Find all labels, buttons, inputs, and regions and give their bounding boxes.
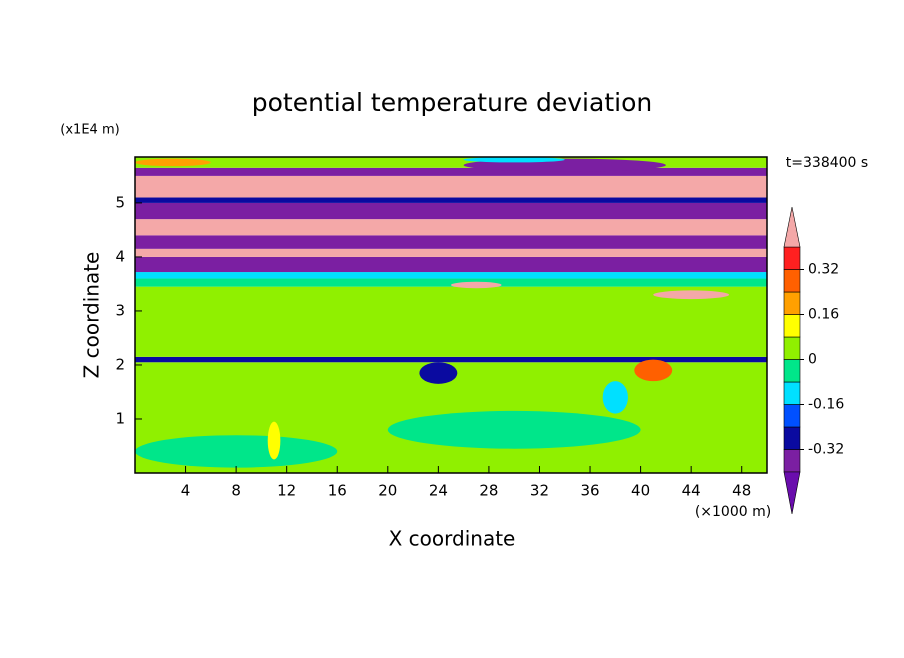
contour-blob	[135, 158, 211, 167]
contour-blob	[602, 381, 628, 414]
contour-band	[135, 356, 767, 363]
x-tick-label: 20	[378, 482, 397, 500]
colorbar-tick-label: 0.16	[808, 307, 839, 323]
contour-band	[135, 256, 767, 273]
y-tick-label: 5	[115, 193, 125, 211]
contour-blob	[451, 281, 502, 289]
contour-blob	[634, 359, 673, 382]
time-label: t=338400 s	[786, 155, 868, 171]
colorbar-box	[783, 404, 801, 428]
y-tick-label: 3	[115, 301, 125, 319]
colorbar-box	[783, 246, 801, 270]
contour-blob	[135, 435, 338, 468]
contour-band	[135, 235, 767, 249]
x-tick-label: 48	[732, 482, 751, 500]
plot-frame	[134, 156, 768, 474]
contour-blob	[463, 157, 565, 163]
x-tick-label: 36	[580, 482, 599, 500]
x-tick-label: 40	[631, 482, 650, 500]
x-tick-label: 24	[429, 482, 448, 500]
x-unit: (×1000 m)	[695, 504, 771, 520]
colorbar-extend-bottom	[783, 471, 801, 515]
colorbar-box	[783, 269, 801, 293]
colorbar-box	[783, 291, 801, 315]
y-tick-label: 1	[115, 409, 125, 427]
colorbar-extend-top	[783, 206, 801, 248]
contour-band	[135, 197, 767, 203]
x-tick-label: 28	[479, 482, 498, 500]
x-tick-label: 32	[530, 482, 549, 500]
colorbar-tick-label: 0	[808, 352, 817, 368]
x-tick-label: 16	[328, 482, 347, 500]
y-tick-label: 2	[115, 355, 125, 373]
colorbar-tick-label: -0.32	[808, 442, 844, 458]
y-axis-label: Z coordinate	[80, 252, 104, 379]
field	[135, 157, 767, 473]
contour-band	[135, 248, 767, 257]
contour-band	[135, 202, 767, 220]
x-tick-label: 12	[277, 482, 296, 500]
colorbar-box	[783, 426, 801, 450]
contour-band	[135, 167, 767, 176]
colorbar-box	[783, 449, 801, 473]
y-tick-label: 4	[115, 247, 125, 265]
colorbar-tick-label: 0.32	[808, 262, 839, 278]
contour-blob	[419, 362, 458, 384]
contour-blob	[267, 421, 281, 460]
colorbar-box	[783, 359, 801, 383]
contour-band	[135, 175, 767, 198]
contour-blob	[653, 290, 730, 300]
chart-title: potential temperature deviation	[252, 88, 652, 117]
x-tick-label: 44	[682, 482, 701, 500]
colorbar-box	[783, 336, 801, 360]
contour-band	[135, 272, 767, 279]
colorbar-box	[783, 314, 801, 338]
contour-band	[135, 286, 767, 357]
x-tick-label: 8	[231, 482, 241, 500]
y-unit: (x1E4 m)	[60, 123, 119, 138]
x-axis-label: X coordinate	[389, 527, 516, 551]
x-tick-label: 4	[181, 482, 191, 500]
contour-band	[135, 219, 767, 236]
colorbar-box	[783, 381, 801, 405]
colorbar-tick-label: -0.16	[808, 397, 844, 413]
contour-band	[135, 157, 767, 168]
contour-blob	[387, 410, 641, 449]
contour-band	[135, 278, 767, 287]
